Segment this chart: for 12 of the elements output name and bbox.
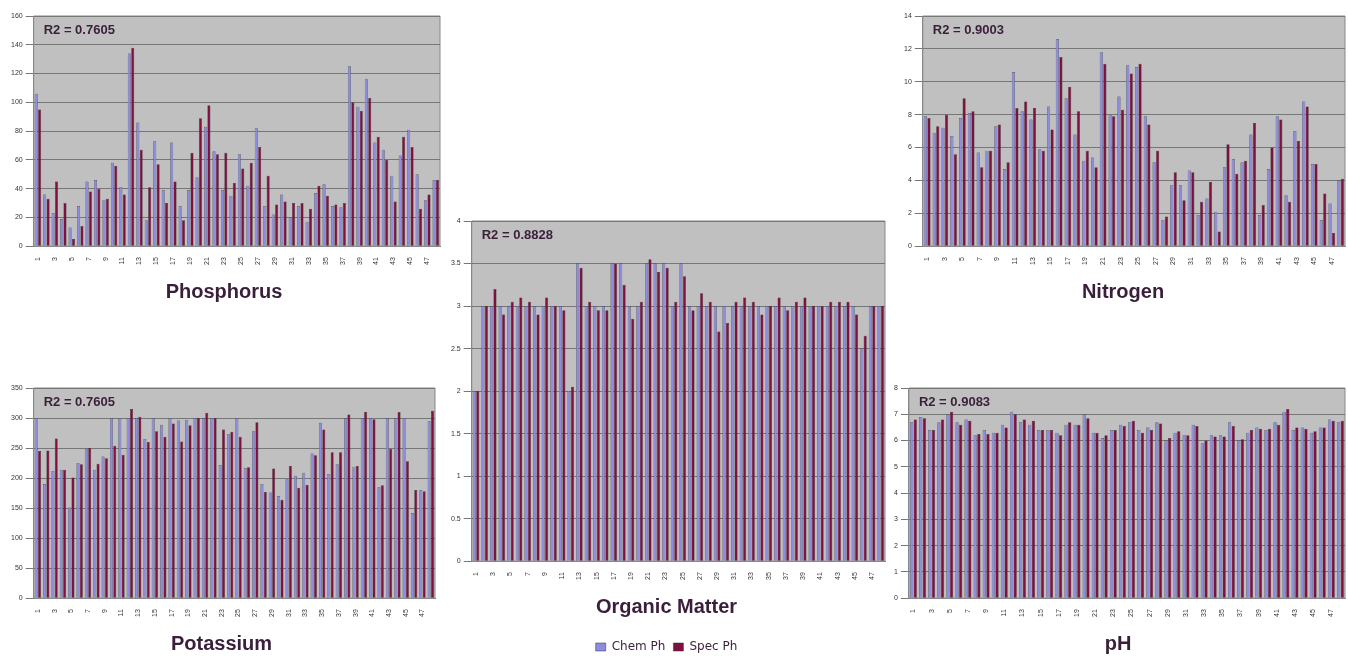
text: Potassium: [170, 631, 273, 654]
text: Organic Matter: [595, 594, 738, 617]
annotation: R2 = 0.9083: [918, 394, 991, 410]
annotation: R2 = 0.9003: [932, 22, 1004, 38]
legend-label: Chem Ph: [611, 639, 666, 654]
annotation: R2 = 0.7605: [43, 394, 115, 410]
text: Nitrogen: [1081, 279, 1165, 302]
text: Phosphorus: [165, 279, 283, 302]
annotation: R2 = 0.8828: [481, 227, 553, 243]
text: pH: [1104, 631, 1132, 654]
legend-label: Spec Ph: [689, 639, 738, 654]
annotation: R2 = 0.7605: [43, 22, 115, 38]
